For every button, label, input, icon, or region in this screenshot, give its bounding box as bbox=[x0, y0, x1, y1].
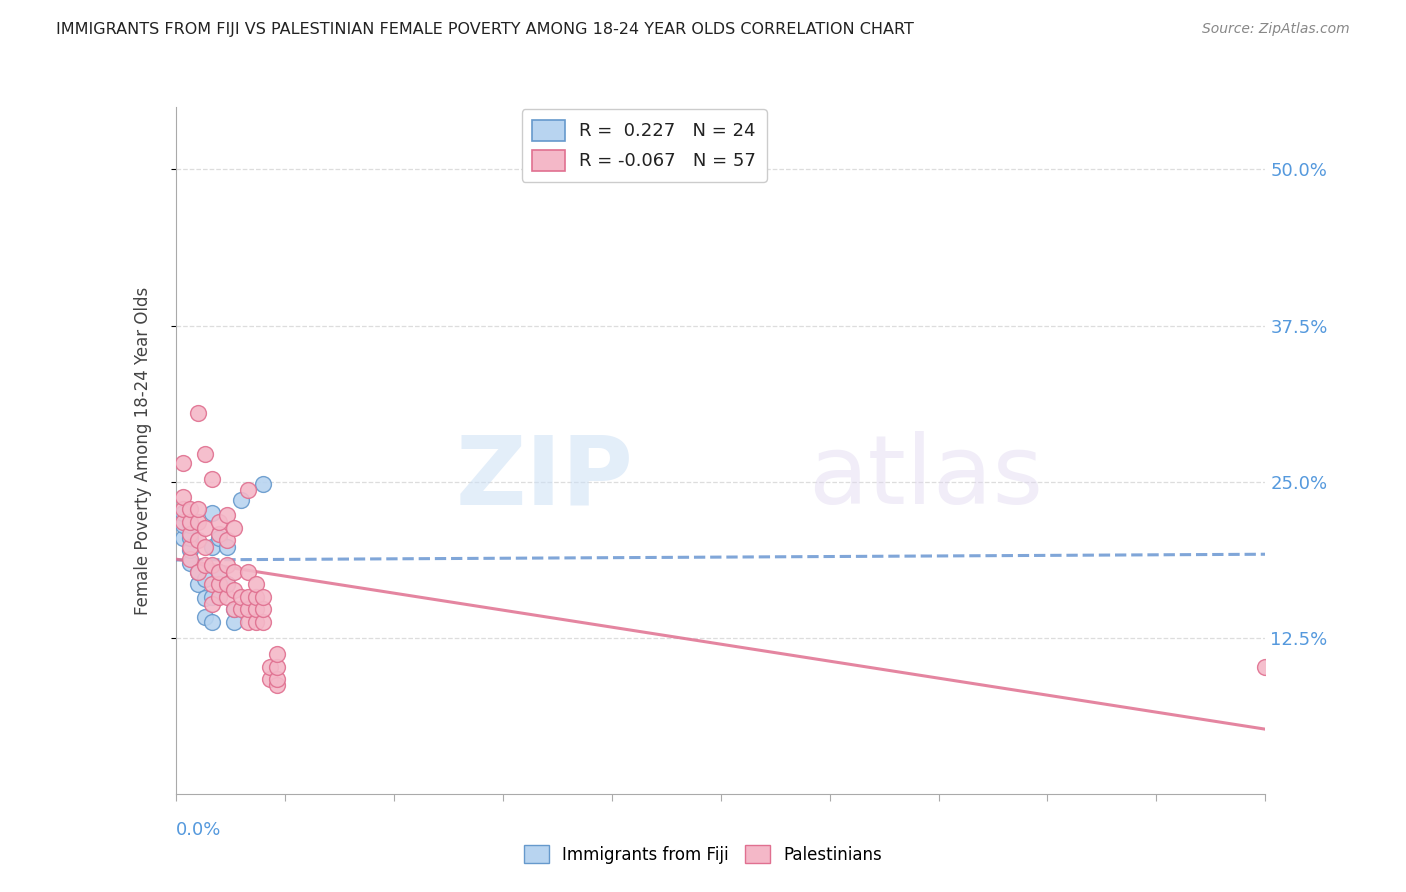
Point bbox=[245, 590, 267, 604]
Point bbox=[179, 515, 201, 529]
Point bbox=[208, 531, 231, 545]
Point bbox=[186, 577, 209, 591]
Point bbox=[259, 672, 281, 686]
Point bbox=[172, 490, 194, 504]
Legend: Immigrants from Fiji, Palestinians: Immigrants from Fiji, Palestinians bbox=[517, 838, 889, 871]
Point bbox=[266, 672, 288, 686]
Point bbox=[179, 502, 201, 516]
Point bbox=[266, 678, 288, 692]
Point bbox=[252, 615, 274, 629]
Point bbox=[201, 590, 224, 604]
Point bbox=[194, 447, 217, 461]
Point bbox=[252, 590, 274, 604]
Point bbox=[186, 515, 209, 529]
Point bbox=[231, 602, 253, 616]
Point bbox=[222, 521, 245, 535]
Point bbox=[194, 540, 217, 554]
Point bbox=[194, 572, 217, 586]
Point bbox=[245, 615, 267, 629]
Point bbox=[201, 577, 224, 591]
Point bbox=[194, 521, 217, 535]
Point bbox=[172, 456, 194, 470]
Point bbox=[172, 502, 194, 516]
Point bbox=[238, 483, 260, 498]
Point bbox=[179, 531, 201, 545]
Point bbox=[266, 647, 288, 661]
Point bbox=[194, 591, 217, 605]
Point bbox=[215, 540, 238, 554]
Point bbox=[172, 506, 194, 520]
Point bbox=[222, 602, 245, 616]
Point bbox=[201, 506, 224, 520]
Point bbox=[179, 518, 201, 533]
Point bbox=[208, 515, 231, 529]
Point bbox=[186, 502, 209, 516]
Point bbox=[215, 577, 238, 591]
Text: ZIP: ZIP bbox=[456, 432, 633, 524]
Point bbox=[238, 590, 260, 604]
Point bbox=[201, 472, 224, 486]
Point bbox=[231, 493, 253, 508]
Point bbox=[208, 565, 231, 579]
Point bbox=[215, 533, 238, 548]
Point bbox=[245, 577, 267, 591]
Point bbox=[1254, 659, 1277, 673]
Text: Source: ZipAtlas.com: Source: ZipAtlas.com bbox=[1202, 22, 1350, 37]
Point bbox=[179, 552, 201, 566]
Point bbox=[215, 558, 238, 573]
Point bbox=[245, 602, 267, 616]
Point bbox=[179, 527, 201, 541]
Point bbox=[172, 531, 194, 545]
Point bbox=[215, 508, 238, 523]
Point bbox=[208, 590, 231, 604]
Point bbox=[201, 615, 224, 629]
Point bbox=[215, 590, 238, 604]
Point bbox=[222, 583, 245, 598]
Point bbox=[179, 540, 201, 554]
Point bbox=[222, 615, 245, 629]
Point bbox=[172, 518, 194, 533]
Point bbox=[208, 527, 231, 541]
Point bbox=[222, 602, 245, 616]
Text: atlas: atlas bbox=[807, 432, 1043, 524]
Point bbox=[194, 558, 217, 573]
Point bbox=[252, 477, 274, 491]
Point bbox=[238, 565, 260, 579]
Point bbox=[238, 615, 260, 629]
Point bbox=[179, 556, 201, 570]
Point bbox=[172, 515, 194, 529]
Point bbox=[186, 533, 209, 548]
Point bbox=[238, 602, 260, 616]
Point bbox=[179, 543, 201, 558]
Point bbox=[194, 609, 217, 624]
Point bbox=[259, 659, 281, 673]
Point bbox=[266, 659, 288, 673]
Point bbox=[222, 565, 245, 579]
Point bbox=[252, 602, 274, 616]
Point bbox=[186, 406, 209, 420]
Point bbox=[215, 577, 238, 591]
Point bbox=[201, 558, 224, 573]
Y-axis label: Female Poverty Among 18-24 Year Olds: Female Poverty Among 18-24 Year Olds bbox=[134, 286, 152, 615]
Point bbox=[186, 565, 209, 579]
Point bbox=[208, 577, 231, 591]
Point bbox=[231, 590, 253, 604]
Text: IMMIGRANTS FROM FIJI VS PALESTINIAN FEMALE POVERTY AMONG 18-24 YEAR OLDS CORRELA: IMMIGRANTS FROM FIJI VS PALESTINIAN FEMA… bbox=[56, 22, 914, 37]
Point bbox=[201, 597, 224, 611]
Point bbox=[201, 540, 224, 554]
Text: 0.0%: 0.0% bbox=[176, 822, 221, 839]
Point bbox=[186, 565, 209, 579]
Point bbox=[208, 565, 231, 579]
Legend: R =  0.227   N = 24, R = -0.067   N = 57: R = 0.227 N = 24, R = -0.067 N = 57 bbox=[522, 109, 768, 182]
